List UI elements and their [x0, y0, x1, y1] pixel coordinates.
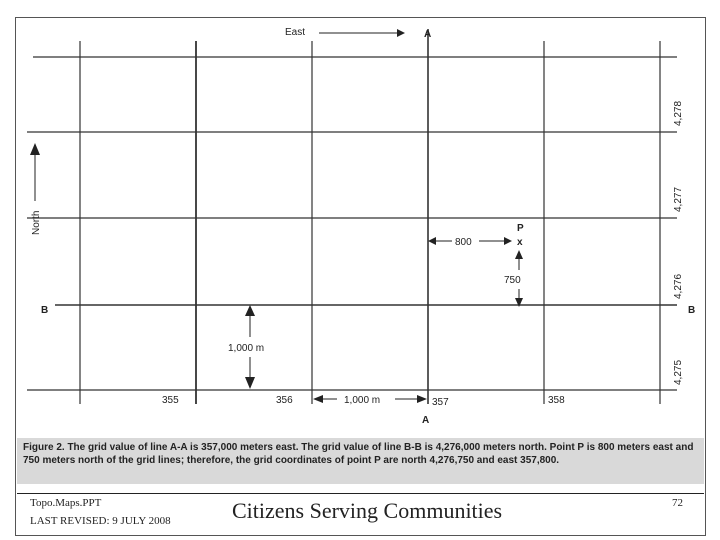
- page-number: 72: [672, 497, 683, 509]
- footer-slogan: Citizens Serving Communities: [232, 498, 503, 523]
- line-a-top-label: A: [424, 29, 431, 40]
- horizontal-scale-label: 1,000 m: [344, 395, 380, 406]
- north-label: North: [31, 211, 42, 235]
- north-arrow-head: [30, 143, 40, 155]
- line-a-bottom-label: A: [422, 415, 429, 426]
- vertical-scale-arrow-up: [245, 305, 255, 316]
- grid-figure: East A A North B B 355 356 357 358 4,278…: [17, 19, 704, 433]
- line-b-right-label: B: [688, 305, 695, 316]
- grid-diagram: East A A North B B 355 356 357 358 4,278…: [27, 27, 695, 426]
- footer-revised-date: LAST REVISED: 9 JULY 2008: [30, 515, 171, 527]
- horizontal-grid-lines: [27, 56, 677, 391]
- east-label: East: [285, 27, 305, 38]
- vertical-grid-lines: [79, 29, 661, 404]
- easting-label-355: 355: [162, 395, 179, 406]
- northing-label-4278: 4,278: [673, 101, 684, 126]
- north-offset-label: 750: [504, 275, 521, 286]
- figure-caption: Figure 2. The grid value of line A-A is …: [17, 438, 704, 484]
- easting-label-357: 357: [432, 397, 449, 408]
- east-arrow-head: [397, 29, 405, 37]
- footer-divider: [17, 493, 704, 494]
- north-offset-arrow-up: [515, 250, 523, 259]
- line-b-left-label: B: [41, 305, 48, 316]
- point-p-mark: x: [517, 237, 523, 248]
- northing-label-4276: 4,276: [673, 274, 684, 299]
- north-offset-arrow-down: [515, 298, 523, 307]
- point-p-label: P: [517, 223, 524, 234]
- horizontal-scale-arrow-right: [417, 395, 427, 403]
- footer-filename: Topo.Maps.PPT: [30, 497, 102, 509]
- northing-label-4275: 4,275: [673, 360, 684, 385]
- east-offset-arrow-left: [428, 237, 436, 245]
- vertical-scale-arrow-down: [245, 377, 255, 389]
- east-offset-arrow-right: [504, 237, 512, 245]
- vertical-scale-label: 1,000 m: [228, 343, 264, 354]
- easting-label-358: 358: [548, 395, 565, 406]
- horizontal-scale-arrow-left: [313, 395, 323, 403]
- slide-border: [15, 17, 706, 536]
- northing-label-4277: 4,277: [673, 187, 684, 212]
- easting-label-356: 356: [276, 395, 293, 406]
- east-offset-label: 800: [455, 237, 472, 248]
